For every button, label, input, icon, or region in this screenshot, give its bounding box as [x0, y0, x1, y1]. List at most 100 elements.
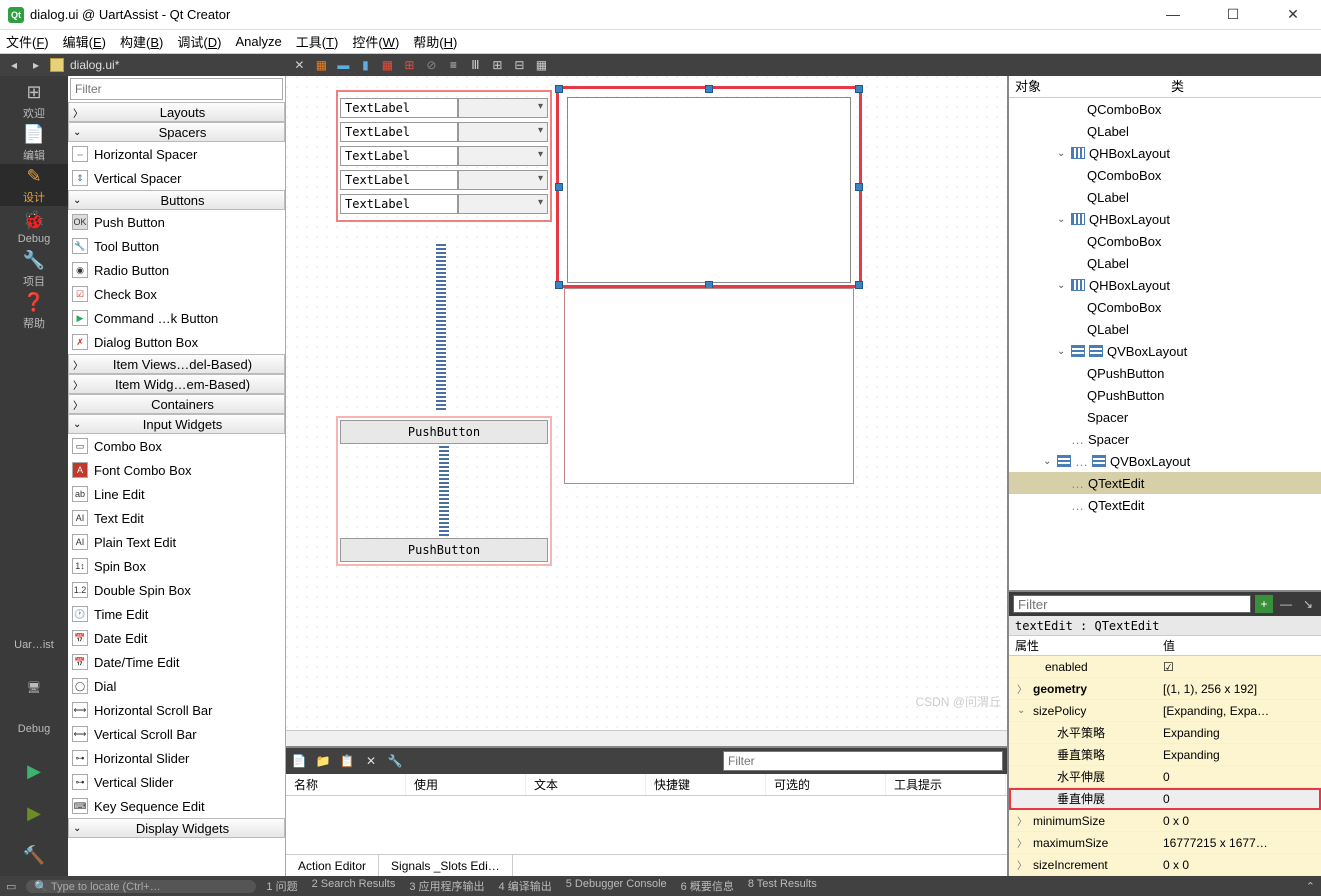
property-row[interactable]: 水平伸展0: [1009, 766, 1321, 788]
wrench-icon[interactable]: 🔧: [386, 752, 404, 770]
combobox-widget[interactable]: [458, 98, 548, 118]
kit-item[interactable]: Uar…ist: [0, 624, 68, 666]
widget-item[interactable]: ⊶Vertical Slider: [68, 770, 285, 794]
widget-item[interactable]: ⟷Horizontal Scroll Bar: [68, 698, 285, 722]
widget-item[interactable]: 📅Date Edit: [68, 626, 285, 650]
object-node[interactable]: ⌄ QVBoxLayout: [1009, 340, 1321, 362]
widget-item[interactable]: 1↕Spin Box: [68, 554, 285, 578]
back-icon[interactable]: ◂: [6, 57, 22, 73]
tb-icon[interactable]: ▦: [379, 57, 395, 73]
property-row[interactable]: 垂直策略Expanding: [1009, 744, 1321, 766]
tb-icon[interactable]: ≡: [445, 57, 461, 73]
action-col[interactable]: 名称: [286, 774, 406, 795]
object-node[interactable]: ⌄ …QVBoxLayout: [1009, 450, 1321, 472]
widget-category[interactable]: ⌄Spacers: [68, 122, 285, 142]
vertical-spacer-widget[interactable]: [439, 446, 449, 536]
widget-item[interactable]: ◯Dial: [68, 674, 285, 698]
widget-item[interactable]: ▭Combo Box: [68, 434, 285, 458]
statusbar-item[interactable]: 4 编译输出: [499, 878, 552, 894]
maximize-button[interactable]: ☐: [1213, 6, 1253, 23]
sb-close-icon[interactable]: ⌃: [1306, 880, 1315, 893]
build-button[interactable]: 🔨: [0, 834, 68, 876]
property-row[interactable]: enabled☑: [1009, 656, 1321, 678]
object-node[interactable]: …QTextEdit: [1009, 494, 1321, 516]
widget-category[interactable]: 〉Item Widg…em-Based): [68, 374, 285, 394]
textlabel-widget[interactable]: TextLabel: [340, 146, 458, 166]
object-node[interactable]: QLabel: [1009, 252, 1321, 274]
property-row[interactable]: 垂直伸展0: [1009, 788, 1321, 810]
object-inspector[interactable]: 对象 类 QComboBoxQLabel⌄QHBoxLayoutQComboBo…: [1009, 76, 1321, 592]
fwd-icon[interactable]: ▸: [28, 57, 44, 73]
textlabel-widget[interactable]: TextLabel: [340, 194, 458, 214]
statusbar-item[interactable]: 1 问题: [266, 878, 297, 894]
menu-item[interactable]: 文件(F): [6, 32, 49, 51]
widget-item[interactable]: ▶Command …k Button: [68, 306, 285, 330]
menu-item[interactable]: 工具(T): [296, 32, 339, 51]
widget-category[interactable]: ⌄Display Widgets: [68, 818, 285, 838]
property-grid[interactable]: 属性 值 enabled☑〉geometry[(1, 1), 256 x 192…: [1009, 636, 1321, 876]
mode-设计[interactable]: ✎设计: [0, 164, 68, 206]
menu-item[interactable]: 构建(B): [120, 32, 163, 51]
widget-item[interactable]: AFont Combo Box: [68, 458, 285, 482]
property-row[interactable]: ⌄sizePolicy[Expanding, Expa…: [1009, 700, 1321, 722]
object-node[interactable]: …QTextEdit: [1009, 472, 1321, 494]
mode-Debug[interactable]: 🐞Debug: [0, 206, 68, 248]
canvas-hscrollbar[interactable]: [286, 730, 1007, 746]
combobox-widget[interactable]: [458, 122, 548, 142]
form-row[interactable]: TextLabel: [340, 146, 548, 166]
widget-category[interactable]: ⌄Input Widgets: [68, 414, 285, 434]
widget-item[interactable]: ☑Check Box: [68, 282, 285, 306]
action-col[interactable]: 文本: [526, 774, 646, 795]
widget-item[interactable]: abLine Edit: [68, 482, 285, 506]
menu-item[interactable]: 编辑(E): [63, 32, 106, 51]
menu-item[interactable]: 帮助(H): [413, 32, 457, 51]
mode-编辑[interactable]: 📄编辑: [0, 122, 68, 164]
minimize-button[interactable]: —: [1153, 6, 1193, 23]
property-row[interactable]: 〉maximumSize16777215 x 1677…: [1009, 832, 1321, 854]
bottom-tab[interactable]: Signals _Slots Edi…: [379, 855, 513, 876]
widget-item[interactable]: ⟷Vertical Scroll Bar: [68, 722, 285, 746]
pushbutton-widget[interactable]: PushButton: [340, 420, 548, 444]
property-row[interactable]: 〉minimumSize0 x 0: [1009, 810, 1321, 832]
folder-icon[interactable]: 📁: [314, 752, 332, 770]
form-row[interactable]: TextLabel: [340, 170, 548, 190]
textedit-widget[interactable]: [564, 288, 854, 484]
object-node[interactable]: QLabel: [1009, 120, 1321, 142]
object-node[interactable]: QLabel: [1009, 318, 1321, 340]
action-col[interactable]: 可选的: [766, 774, 886, 795]
form-layout-column[interactable]: TextLabelTextLabelTextLabelTextLabelText…: [336, 90, 552, 222]
widget-item[interactable]: 🔧Tool Button: [68, 234, 285, 258]
combobox-widget[interactable]: [458, 194, 548, 214]
object-node[interactable]: QPushButton: [1009, 362, 1321, 384]
kit-item[interactable]: 🖥: [0, 666, 68, 708]
tb-icon[interactable]: ⊞: [401, 57, 417, 73]
delete-icon[interactable]: ✕: [362, 752, 380, 770]
mode-帮助[interactable]: ❓帮助: [0, 290, 68, 332]
object-node[interactable]: QComboBox: [1009, 164, 1321, 186]
kit-item[interactable]: Debug: [0, 708, 68, 750]
action-col[interactable]: 快捷键: [646, 774, 766, 795]
property-filter-input[interactable]: [1013, 595, 1251, 613]
widget-item[interactable]: 🕐Time Edit: [68, 602, 285, 626]
tb-icon[interactable]: Ⅲ: [467, 57, 483, 73]
tb-icon[interactable]: ⊘: [423, 57, 439, 73]
action-col[interactable]: 使用: [406, 774, 526, 795]
document-name[interactable]: dialog.ui*: [70, 58, 119, 72]
widgetbox-filter-input[interactable]: [70, 78, 283, 100]
form-row[interactable]: TextLabel: [340, 194, 548, 214]
object-node[interactable]: ⌄QHBoxLayout: [1009, 274, 1321, 296]
tb-icon[interactable]: ▮: [357, 57, 373, 73]
tb-icon[interactable]: ⊟: [511, 57, 527, 73]
statusbar-item[interactable]: 6 概要信息: [681, 878, 734, 894]
form-canvas[interactable]: TextLabelTextLabelTextLabelTextLabelText…: [286, 76, 1007, 730]
menu-item[interactable]: 调试(D): [177, 32, 221, 51]
widget-item[interactable]: ⇔Horizontal Spacer: [68, 142, 285, 166]
object-node[interactable]: …Spacer: [1009, 428, 1321, 450]
widget-item[interactable]: 📅Date/Time Edit: [68, 650, 285, 674]
widget-item[interactable]: ⇕Vertical Spacer: [68, 166, 285, 190]
vertical-spacer-widget[interactable]: [436, 242, 446, 410]
add-property-icon[interactable]: +: [1255, 595, 1273, 613]
object-node[interactable]: QComboBox: [1009, 230, 1321, 252]
tb-icon[interactable]: ▦: [313, 57, 329, 73]
statusbar-item[interactable]: 2 Search Results: [312, 878, 396, 894]
